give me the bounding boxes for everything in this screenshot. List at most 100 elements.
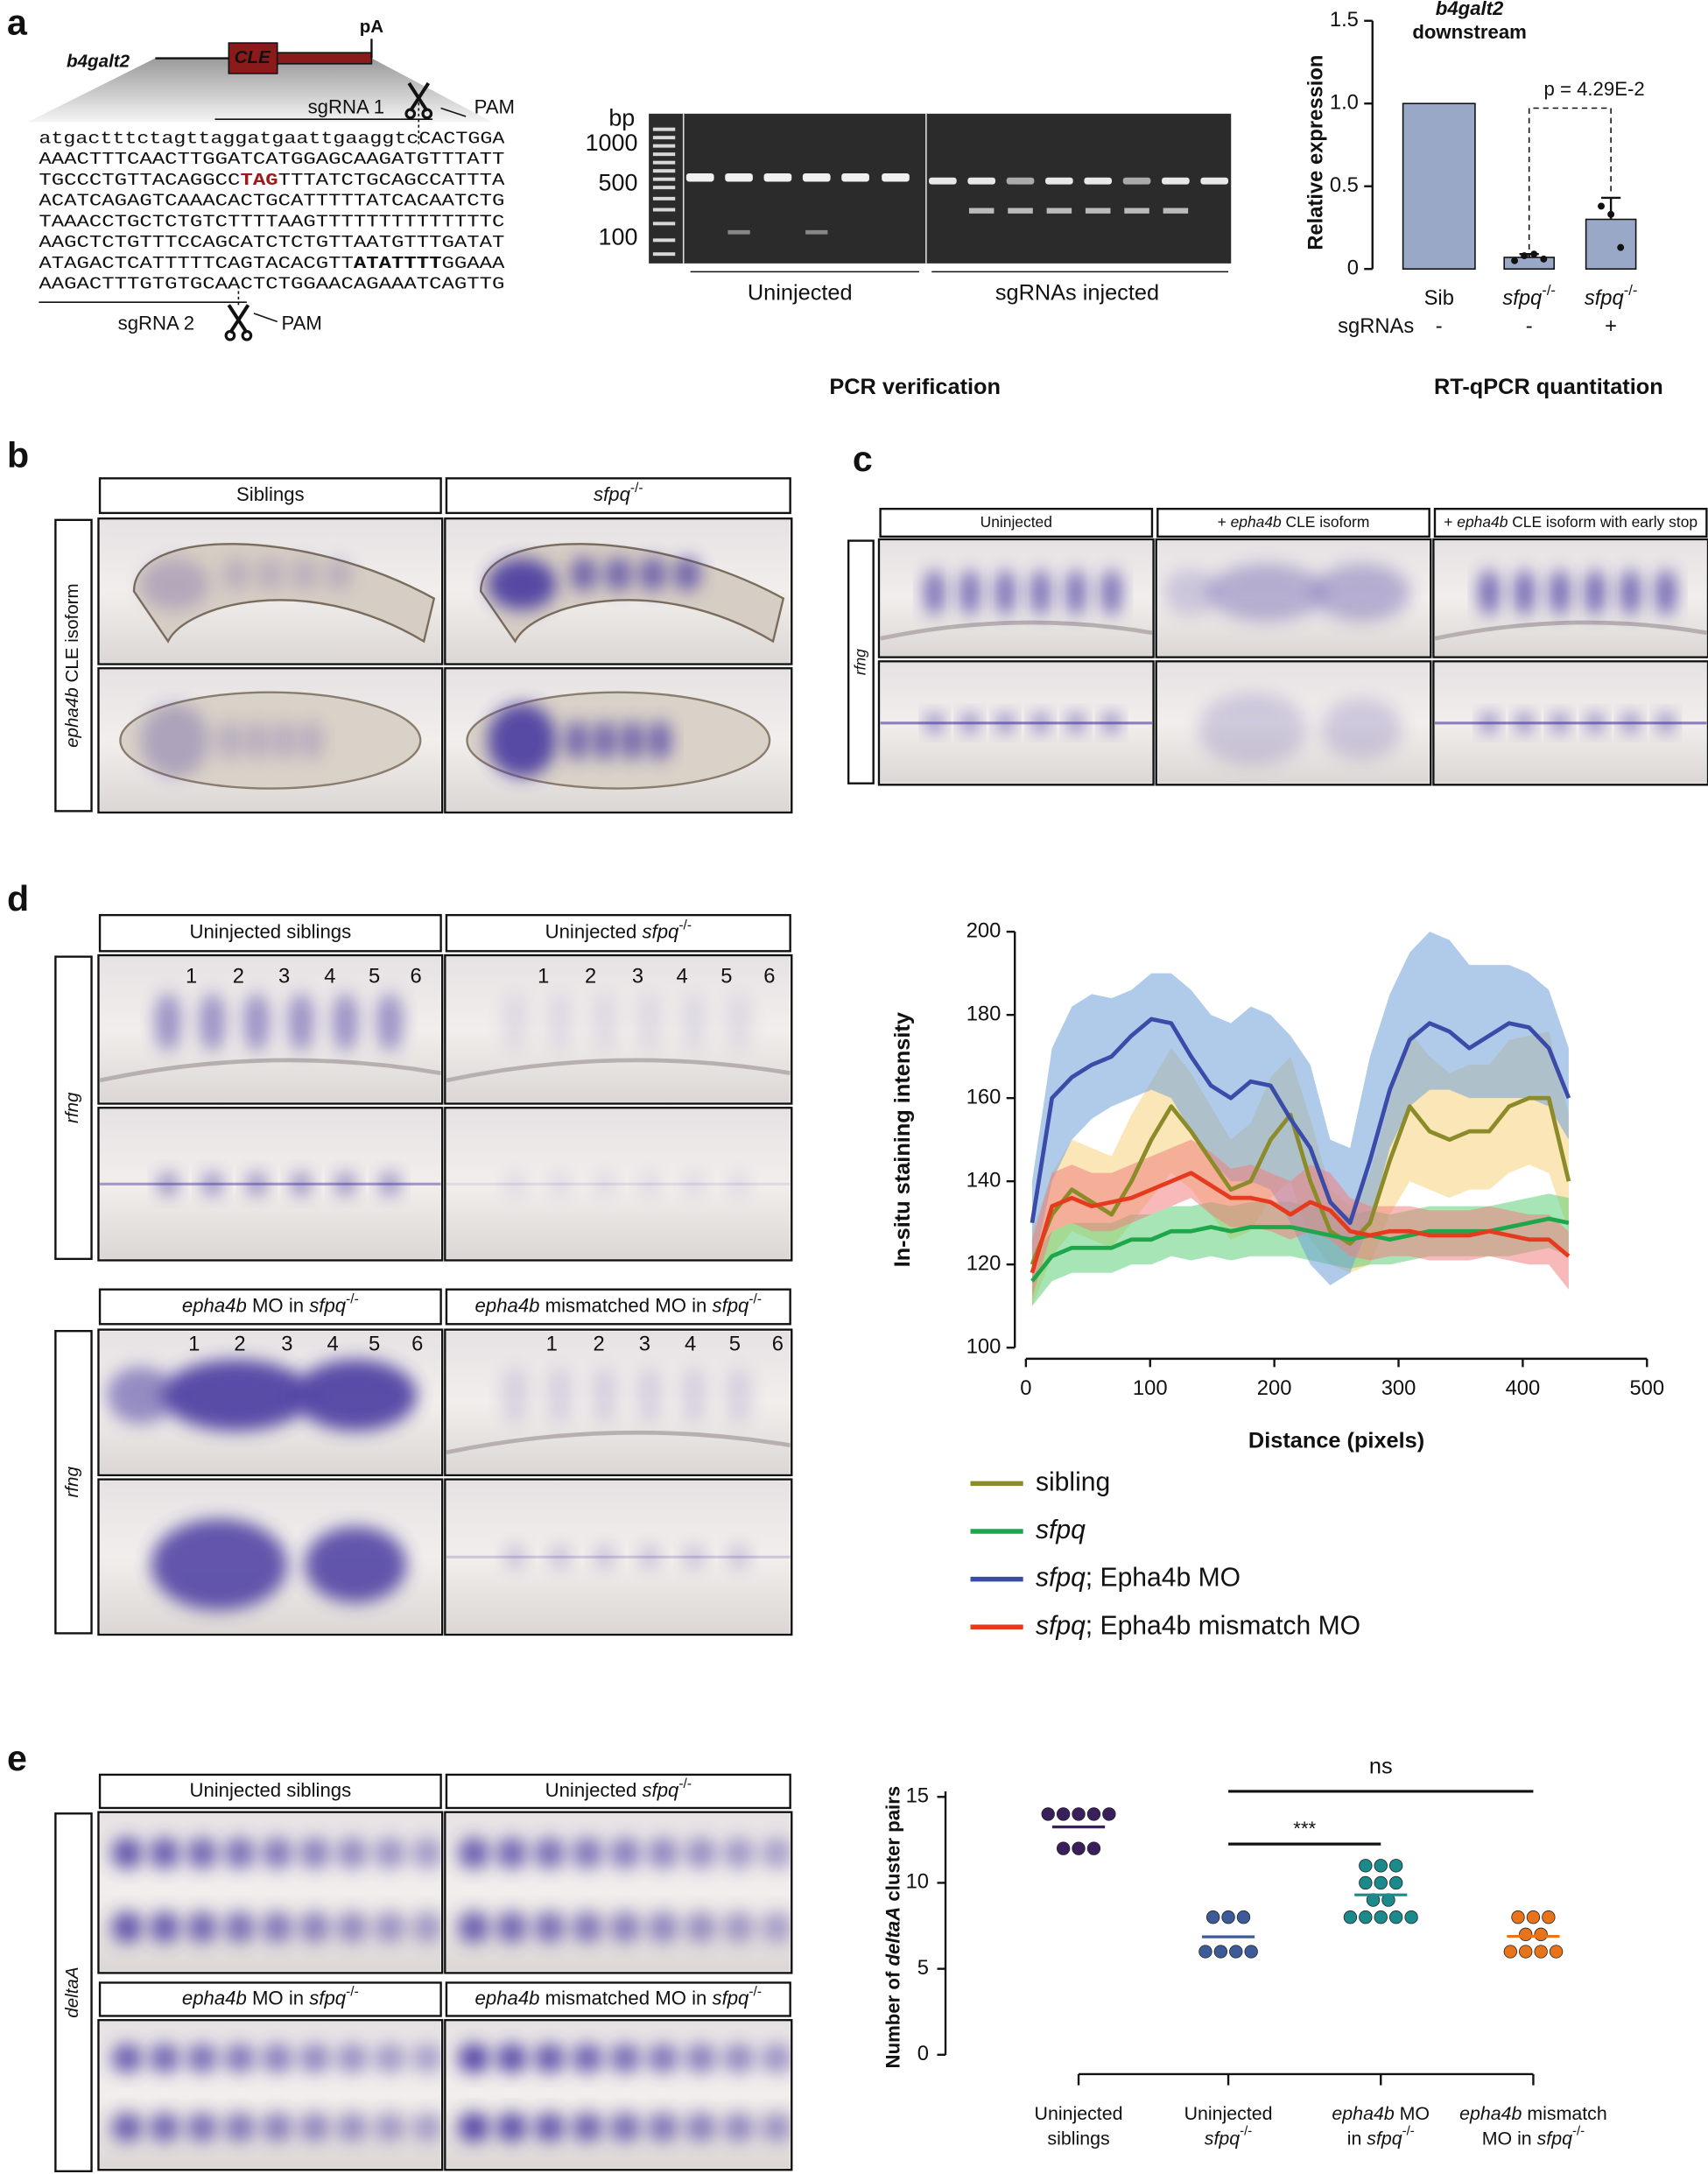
- stain: [647, 2043, 679, 2073]
- text-run: MO in: [247, 1294, 309, 1316]
- y-axis-label: Relative expression: [1304, 55, 1328, 250]
- column-header: Uninjected sfpq-/-: [545, 918, 692, 942]
- y-tick-label: 0: [917, 2042, 929, 2065]
- stain: [592, 721, 617, 761]
- yolk-edge: [1435, 620, 1707, 641]
- stain: [572, 2112, 603, 2142]
- micrograph: [446, 1813, 791, 1972]
- header-box: [98, 477, 442, 515]
- pam-label: PAM: [474, 95, 515, 117]
- chart-subtitle: downstream: [1412, 21, 1527, 43]
- text-run: sfpq: [642, 921, 679, 943]
- stain: [604, 557, 633, 592]
- caption: PCR verification: [829, 375, 1001, 399]
- gel-band: [805, 229, 828, 235]
- gel-bands: [652, 127, 1229, 257]
- stain: [727, 1171, 749, 1197]
- stain: [271, 721, 297, 761]
- micrograph: [446, 1481, 791, 1634]
- micrograph: [1435, 540, 1707, 657]
- bar: [1402, 102, 1476, 270]
- stain: [609, 2043, 641, 2073]
- x-tick-label: 400: [1506, 1376, 1541, 1400]
- stain: [411, 1837, 441, 1869]
- ladder-label: 1000: [586, 130, 638, 156]
- micrograph: [1157, 540, 1430, 657]
- data-point: [1388, 1910, 1403, 1924]
- stain: [111, 1911, 143, 1944]
- stain: [287, 993, 315, 1052]
- micrograph: [446, 1331, 791, 1474]
- somite-number: 4: [685, 1332, 696, 1355]
- group-label: Uninjected: [748, 280, 853, 305]
- x-tick-label: epha4b mismatch: [1459, 2103, 1607, 2124]
- y-tick-label: 140: [966, 1168, 1002, 1192]
- sgrna-sign: -: [1436, 314, 1443, 338]
- ladder-band: [652, 208, 676, 212]
- stain: [299, 2112, 330, 2142]
- stain: [158, 1171, 179, 1197]
- y-tick-label: 10: [906, 1870, 929, 1894]
- pam2-pointer: [253, 313, 278, 323]
- text-run: Uninjected: [981, 513, 1052, 531]
- somite-number: 3: [632, 965, 643, 989]
- data-point: [1086, 1807, 1101, 1821]
- header-box: [879, 507, 1154, 538]
- stain: [761, 2043, 791, 2073]
- micrograph: [1157, 662, 1430, 784]
- gel-band: [1006, 177, 1035, 185]
- data-point: [1534, 1927, 1548, 1942]
- stain: [262, 2112, 293, 2142]
- stain: [723, 2112, 755, 2142]
- text-run: -/-: [630, 481, 643, 496]
- line: [1030, 1171, 1571, 1274]
- stain: [685, 2112, 717, 2142]
- column-header: Uninjected sfpq-/-: [545, 1776, 692, 1801]
- sgrna-sign: +: [1605, 314, 1617, 338]
- ladder-band: [652, 196, 676, 201]
- data-point: [1540, 255, 1548, 263]
- text-run: siblings: [1047, 2128, 1109, 2149]
- side-label-box: [54, 1330, 93, 1635]
- column-header: Siblings: [236, 483, 305, 505]
- stain: [725, 1366, 753, 1425]
- data-point: [1526, 1910, 1541, 1924]
- cle-label: CLE: [235, 47, 271, 67]
- stain: [244, 721, 269, 761]
- data-point: [1511, 257, 1519, 264]
- caption: RT-qPCR quantitation: [1434, 375, 1663, 399]
- y-tick-label: 160: [966, 1085, 1002, 1108]
- header-box: [98, 1288, 442, 1326]
- pa-label: pA: [360, 17, 384, 37]
- y-tick-label: 0: [1347, 256, 1359, 279]
- stain: [723, 2043, 755, 2073]
- stain: [374, 2043, 405, 2073]
- stain: [723, 1837, 755, 1869]
- ladder-band: [652, 127, 676, 131]
- sequence-line: ACATCAGAGTCAAACACTGCATTTTTATCACAATCTG: [39, 192, 504, 211]
- stain: [186, 2112, 218, 2142]
- stain: [1514, 569, 1536, 616]
- line: [1030, 1017, 1571, 1226]
- text-run: deltaA: [882, 1907, 903, 1966]
- text-run: -/-: [749, 1984, 762, 1999]
- stain: [1032, 713, 1050, 733]
- text-run: in: [1347, 2128, 1367, 2149]
- pam1-pointer: [440, 107, 467, 117]
- stain: [534, 1911, 566, 1944]
- significance-label: ns: [1369, 1755, 1393, 1779]
- x-tick-label: sfpq-/-: [1585, 282, 1638, 310]
- gel-band: [1122, 177, 1151, 185]
- text-run: rfng: [851, 649, 868, 675]
- stain: [1657, 713, 1675, 733]
- text-run: mismatched MO in: [540, 1294, 713, 1316]
- stain: [149, 2043, 180, 2073]
- data-point: [1598, 202, 1605, 210]
- stain: [262, 1837, 293, 1869]
- gel-band: [1045, 177, 1073, 185]
- stain: [924, 569, 946, 616]
- stain: [1320, 699, 1402, 760]
